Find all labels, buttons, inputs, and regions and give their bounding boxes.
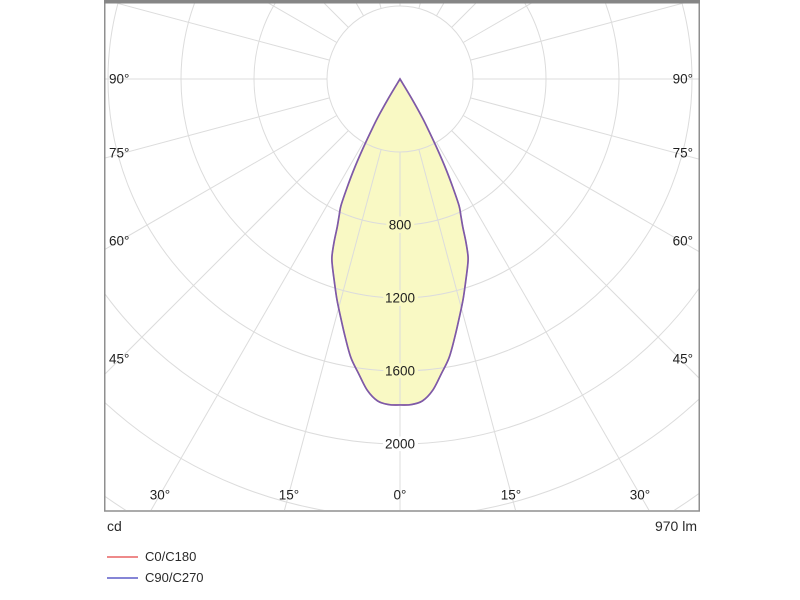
angle-label-left: 45°: [109, 352, 129, 367]
c90-c270-curve: [330, 77, 470, 406]
grid-ray: [418, 149, 517, 510]
angle-labels: 90° 75° 60° 45° 90° 75° 60° 45° 30° 15° 0° 15° 30°: [109, 72, 693, 503]
c90-c270-line-swatch: [107, 576, 138, 579]
angle-label-bottom: 30°: [630, 488, 650, 503]
grid-ray: [451, 3, 477, 28]
grid-ray: [116, 3, 330, 61]
angle-label-right: 90°: [673, 72, 693, 87]
grid-ray: [470, 3, 684, 61]
legend-label-c90-c270: C90/C270: [145, 570, 204, 585]
angle-label-bottom: 0°: [394, 488, 407, 503]
angle-label-left: 60°: [109, 234, 129, 249]
grid-ray: [105, 130, 349, 375]
grid-ray: [462, 115, 699, 252]
legend-item-c90-c270: C90/C270: [107, 567, 204, 588]
angle-label-bottom: 30°: [150, 488, 170, 503]
legend-item-c0-c180: C0/C180: [107, 546, 204, 567]
angle-label-left: 90°: [109, 72, 129, 87]
ring-value-label: 1600: [385, 364, 415, 379]
c0-c180-line-swatch: [107, 555, 138, 558]
grid-ray: [436, 141, 650, 510]
ring-value-label: 1200: [385, 291, 415, 306]
grid-ray: [451, 130, 699, 379]
luminous-flux-label: 970 lm: [654, 518, 697, 534]
grid-ray: [105, 115, 338, 250]
grid-ray: [470, 97, 699, 160]
angle-label-left: 75°: [109, 146, 129, 161]
angle-label-right: 45°: [673, 352, 693, 367]
legend-label-c0-c180: C0/C180: [145, 549, 197, 564]
ring-value-label: 2000: [385, 437, 415, 452]
grid-ray: [462, 3, 532, 43]
legend: C0/C180 C90/C270: [107, 546, 204, 588]
ring-value-label: 800: [389, 218, 412, 233]
angle-label-bottom: 15°: [279, 488, 299, 503]
angle-label-right: 60°: [673, 234, 693, 249]
angle-label-bottom: 15°: [501, 488, 521, 503]
ring-value-labels: 800 1200 1600 2000: [381, 214, 418, 455]
grid-ray: [105, 97, 330, 159]
angle-label-right: 75°: [673, 146, 693, 161]
grid-ray: [323, 3, 349, 28]
units-label: cd: [107, 518, 122, 534]
grid-ray: [150, 141, 364, 510]
grid-ray: [283, 149, 382, 510]
grid-ray: [268, 3, 338, 43]
